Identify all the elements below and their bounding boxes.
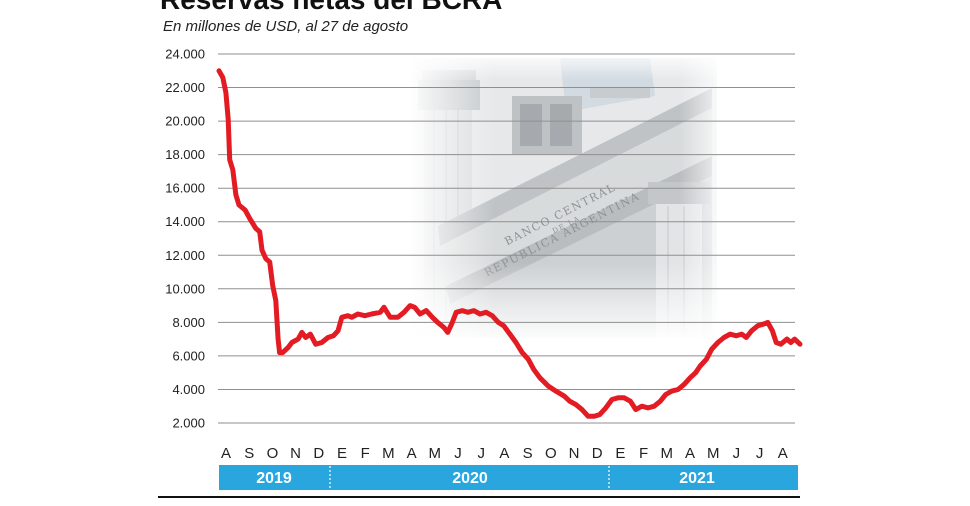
- y-tick-label: 22.000: [165, 80, 205, 95]
- year-bar: [219, 465, 798, 490]
- x-tick-label: J: [756, 445, 764, 462]
- gridlines: [218, 53, 795, 424]
- x-tick-label: M: [661, 445, 674, 462]
- x-tick-label: O: [267, 445, 279, 462]
- y-tick-label: 14.000: [165, 214, 205, 229]
- series-line: [216, 68, 803, 419]
- x-tick-label: J: [477, 445, 485, 462]
- x-tick-label: S: [523, 445, 533, 462]
- x-tick-label: A: [221, 445, 231, 462]
- x-tick-label: A: [685, 445, 695, 462]
- x-tick-label: N: [290, 445, 301, 462]
- x-tick-label: N: [569, 445, 580, 462]
- x-tick-label: A: [499, 445, 509, 462]
- y-tick-label: 12.000: [165, 248, 205, 263]
- y-tick-label: 6.000: [172, 348, 205, 363]
- y-tick-label: 4.000: [172, 382, 205, 397]
- chart-subtitle: En millones de USD, al 27 de agosto: [163, 18, 409, 35]
- x-tick-label: A: [407, 445, 417, 462]
- y-tick-label: 2.000: [172, 416, 205, 431]
- y-tick-label: 16.000: [165, 181, 205, 196]
- y-tick-label: 10.000: [165, 281, 205, 296]
- series-layer: [216, 68, 803, 419]
- y-tick-label: 8.000: [172, 315, 205, 330]
- y-tick-label: 20.000: [165, 114, 205, 129]
- x-tick-label: F: [361, 445, 370, 462]
- x-tick-label: J: [733, 445, 741, 462]
- year-label: 2020: [452, 470, 488, 487]
- y-tick-label: 18.000: [165, 147, 205, 162]
- year-label: 2019: [256, 470, 292, 487]
- x-tick-label: O: [545, 445, 557, 462]
- x-tick-label: J: [454, 445, 462, 462]
- x-tick-label: F: [639, 445, 648, 462]
- x-tick-label: M: [707, 445, 720, 462]
- x-tick-label: D: [313, 445, 324, 462]
- x-tick-label: D: [592, 445, 603, 462]
- x-tick-label: E: [615, 445, 625, 462]
- x-tick-label: A: [778, 445, 788, 462]
- chart-title-clip: Reservas netas del BCRA: [158, 0, 678, 12]
- y-tick-label: 24.000: [165, 47, 205, 62]
- x-tick-label: M: [429, 445, 442, 462]
- chart-title: Reservas netas del BCRA: [160, 0, 502, 12]
- x-tick-label: S: [244, 445, 254, 462]
- year-label: 2021: [679, 470, 715, 487]
- x-tick-label: M: [382, 445, 395, 462]
- x-tick-label: E: [337, 445, 347, 462]
- axis-labels: 24.000 22.000 20.000 18.000 16.000 14.000 12.0…: [165, 47, 788, 488]
